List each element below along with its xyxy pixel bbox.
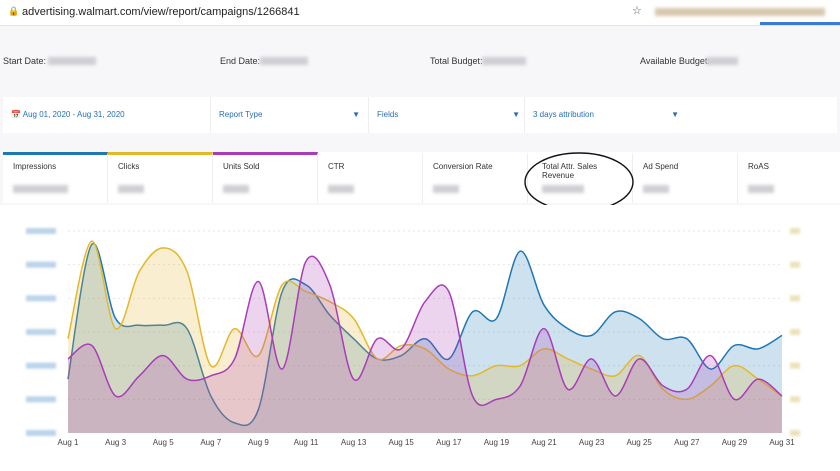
- line: [67, 240, 783, 401]
- tab-value: [542, 185, 584, 193]
- metric-tab[interactable]: Impressions: [3, 152, 108, 203]
- y-tick-label: [26, 329, 56, 335]
- caret: ▼: [352, 110, 360, 119]
- star-icon[interactable]: ☆: [632, 5, 642, 17]
- y2-tick-label: [790, 396, 800, 403]
- total-budget-label: Total Budget:: [430, 56, 483, 66]
- metric-tab[interactable]: CTR: [318, 152, 423, 203]
- tab-value: [223, 185, 249, 193]
- url: advertising.walmart.com/view/report/camp…: [22, 6, 300, 18]
- tab-label: Units Sold: [223, 162, 260, 171]
- end-date-label: End Date:: [220, 56, 261, 66]
- progress: [760, 22, 840, 25]
- report-type[interactable]: Report Type ▼: [211, 97, 369, 133]
- tab-label: Conversion Rate: [433, 162, 493, 171]
- tab-value: [748, 185, 774, 193]
- attribution-text: 3 days attribution: [533, 110, 594, 119]
- x-tick-label: Aug 5: [153, 438, 174, 447]
- x-tick-label: Aug 13: [341, 438, 367, 447]
- y2-tick-label: [790, 329, 800, 335]
- tab-label: RoAS: [748, 162, 769, 171]
- x-tick-label: Aug 3: [105, 438, 126, 447]
- line: [67, 255, 783, 407]
- y2-tick-label: [790, 261, 800, 268]
- extensions: [655, 8, 825, 16]
- tab-value: [433, 185, 459, 193]
- address-bar[interactable]: 🔒 advertising.walmart.com/view/report/ca…: [0, 0, 840, 26]
- tab-value: [13, 185, 68, 193]
- x-tick-label: Aug 1: [58, 438, 79, 447]
- start-date-label: Start Date:: [3, 56, 47, 66]
- chart: Aug 1 Aug 3 Aug 5 Aug 7 Aug 9 Aug 11 Aug 13 Aug…: [0, 205, 840, 471]
- x-tick-label: Aug 29: [722, 438, 748, 447]
- lock-icon: 🔒: [8, 6, 20, 16]
- total-budget-value: [482, 57, 526, 65]
- y-tick-label: [26, 228, 56, 234]
- metric-tab[interactable]: Conversion Rate: [423, 152, 528, 203]
- x-tick-label: Aug 17: [436, 438, 462, 447]
- available-budget-label: Available Budget:: [640, 56, 710, 66]
- metric-tab[interactable]: Ad Spend: [633, 152, 738, 203]
- metric-tab[interactable]: Units Sold: [213, 152, 318, 203]
- area: [68, 241, 782, 433]
- x-tick-label: Aug 19: [484, 438, 510, 447]
- y-tick-label: [26, 430, 56, 436]
- tab-label: Ad Spend: [643, 162, 679, 171]
- y-tick-label: [26, 396, 56, 403]
- x-tick-label: Aug 27: [674, 438, 700, 447]
- line: [67, 242, 783, 427]
- x-tick-label: Aug 21: [531, 438, 557, 447]
- date-range-text: Aug 01, 2020 - Aug 31, 2020: [22, 110, 125, 119]
- x-tick-label: Aug 9: [248, 438, 269, 447]
- metric-tab[interactable]: RoAS: [738, 152, 840, 203]
- y2-tick-label: [790, 228, 800, 234]
- y-tick-label: [26, 362, 56, 369]
- y2-tick-label: [790, 430, 800, 436]
- x-tick-label: Aug 23: [579, 438, 605, 447]
- tab-value: [118, 185, 144, 193]
- date-range[interactable]: 📅 Aug 01, 2020 - Aug 31, 2020: [3, 97, 211, 133]
- x-tick-label: Aug 25: [627, 438, 653, 447]
- tab-label: Total Attr. Sales Revenue: [542, 162, 598, 180]
- tab-label: Impressions: [13, 162, 57, 171]
- available-budget-value: [706, 57, 738, 65]
- y-tick-label: [26, 295, 56, 302]
- tab-label: Clicks: [118, 162, 140, 171]
- filter-bar: 📅 Aug 01, 2020 - Aug 31, 2020 Report Typ…: [3, 97, 837, 133]
- fields[interactable]: Fields ▼: [369, 97, 525, 133]
- x-tick-label: Aug 31: [769, 438, 795, 447]
- x-tick-label: Aug 15: [389, 438, 415, 447]
- tab-label: CTR: [328, 162, 345, 171]
- area: [68, 243, 782, 433]
- caret: ▼: [512, 110, 520, 119]
- caret: ▼: [671, 110, 679, 119]
- fields-text: Fields: [377, 110, 399, 119]
- y2-tick-label: [790, 362, 800, 369]
- metric-tab[interactable]: Clicks: [108, 152, 213, 203]
- tab-value: [643, 185, 669, 193]
- y2-tick-label: [790, 295, 800, 302]
- area: [68, 256, 782, 433]
- report-type-text: Report Type: [219, 110, 263, 119]
- y-tick-label: [26, 261, 56, 268]
- x-tick-label: Aug 11: [294, 438, 319, 447]
- attribution[interactable]: 3 days attribution ▼: [525, 97, 681, 133]
- tab-value: [328, 185, 354, 193]
- start-date-value: [48, 57, 96, 65]
- end-date-value: [260, 57, 308, 65]
- x-tick-label: Aug 7: [200, 438, 221, 447]
